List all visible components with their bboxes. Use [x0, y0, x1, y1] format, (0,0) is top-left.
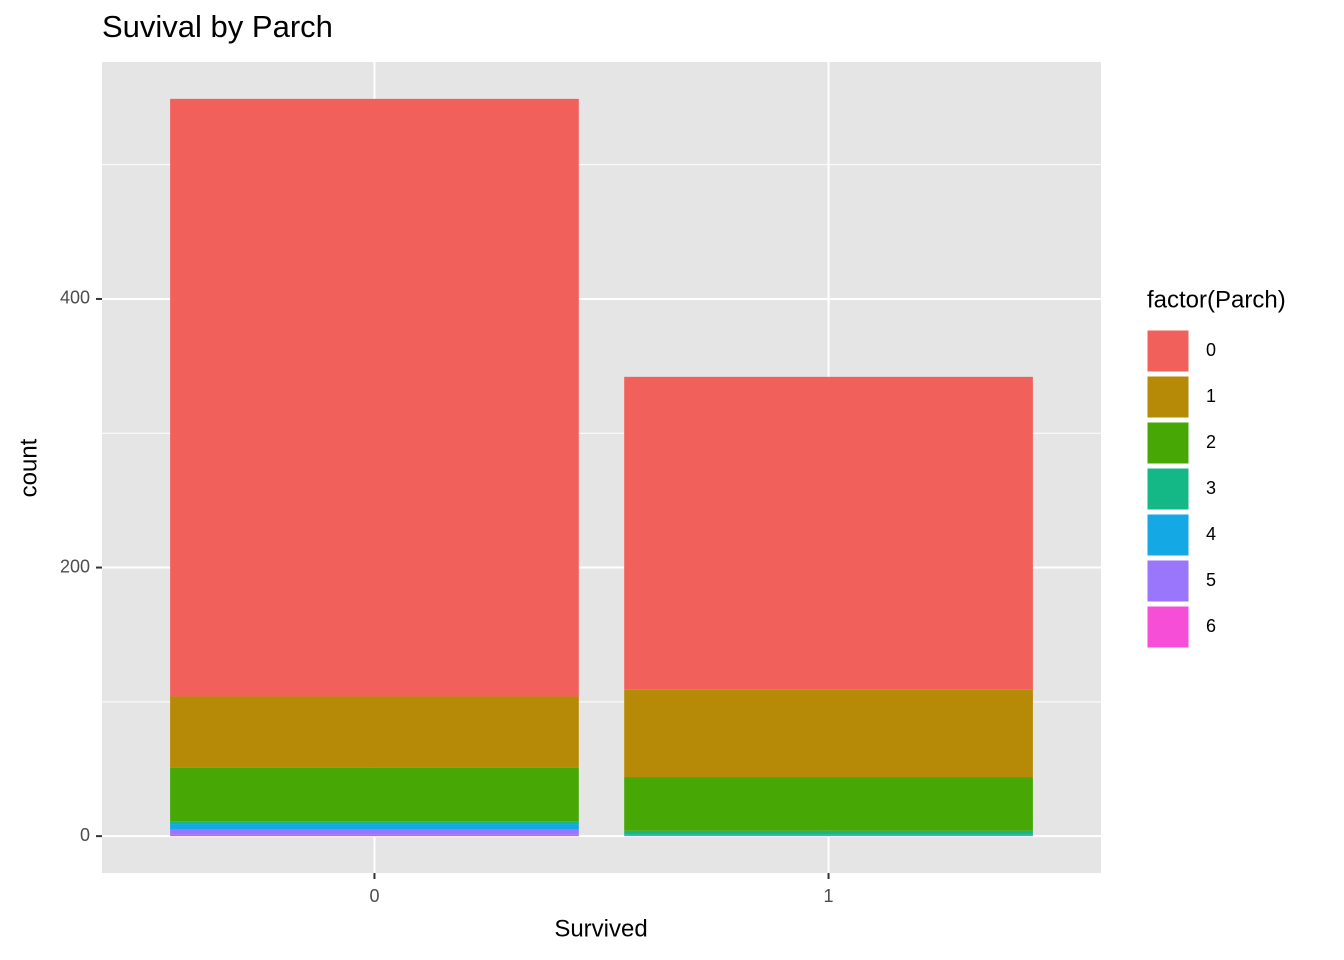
legend-key	[1146, 329, 1190, 373]
bar-segment	[624, 376, 1033, 690]
legend-title: factor(Parch)	[1147, 286, 1286, 313]
legend-label: 6	[1206, 616, 1216, 636]
legend-label: 2	[1206, 432, 1216, 452]
legend-label: 4	[1206, 524, 1216, 544]
legend-key	[1146, 605, 1190, 649]
bar-segment	[624, 777, 1033, 831]
x-axis-title: Survived	[554, 915, 647, 942]
legend-key	[1146, 375, 1190, 419]
bars	[170, 98, 1033, 837]
bar-segment	[170, 696, 579, 768]
bar-segment	[170, 98, 579, 697]
legend-label: 1	[1206, 386, 1216, 406]
bar-segment	[624, 689, 1033, 778]
legend-label: 5	[1206, 570, 1216, 590]
x-tick-label: 0	[369, 886, 379, 906]
chart-title: Suvival by Parch	[102, 9, 333, 44]
legend-key	[1146, 421, 1190, 465]
bar-segment	[170, 834, 579, 837]
legend-label: 0	[1206, 340, 1216, 360]
legend-key	[1146, 467, 1190, 511]
y-tick-label: 400	[60, 288, 90, 308]
bar-segment	[624, 834, 1033, 837]
legend-label: 3	[1206, 478, 1216, 498]
legend-key	[1146, 513, 1190, 557]
bar-segment	[170, 767, 579, 822]
y-axis-title: count	[15, 438, 42, 497]
bar-segment	[170, 829, 579, 835]
y-tick-label: 0	[80, 825, 90, 845]
bar-segment	[624, 830, 1033, 835]
y-tick-label: 200	[60, 556, 90, 576]
x-tick-label: 1	[824, 886, 834, 906]
bar-segment	[170, 824, 579, 830]
bar-segment	[170, 821, 579, 825]
legend-key	[1146, 559, 1190, 603]
